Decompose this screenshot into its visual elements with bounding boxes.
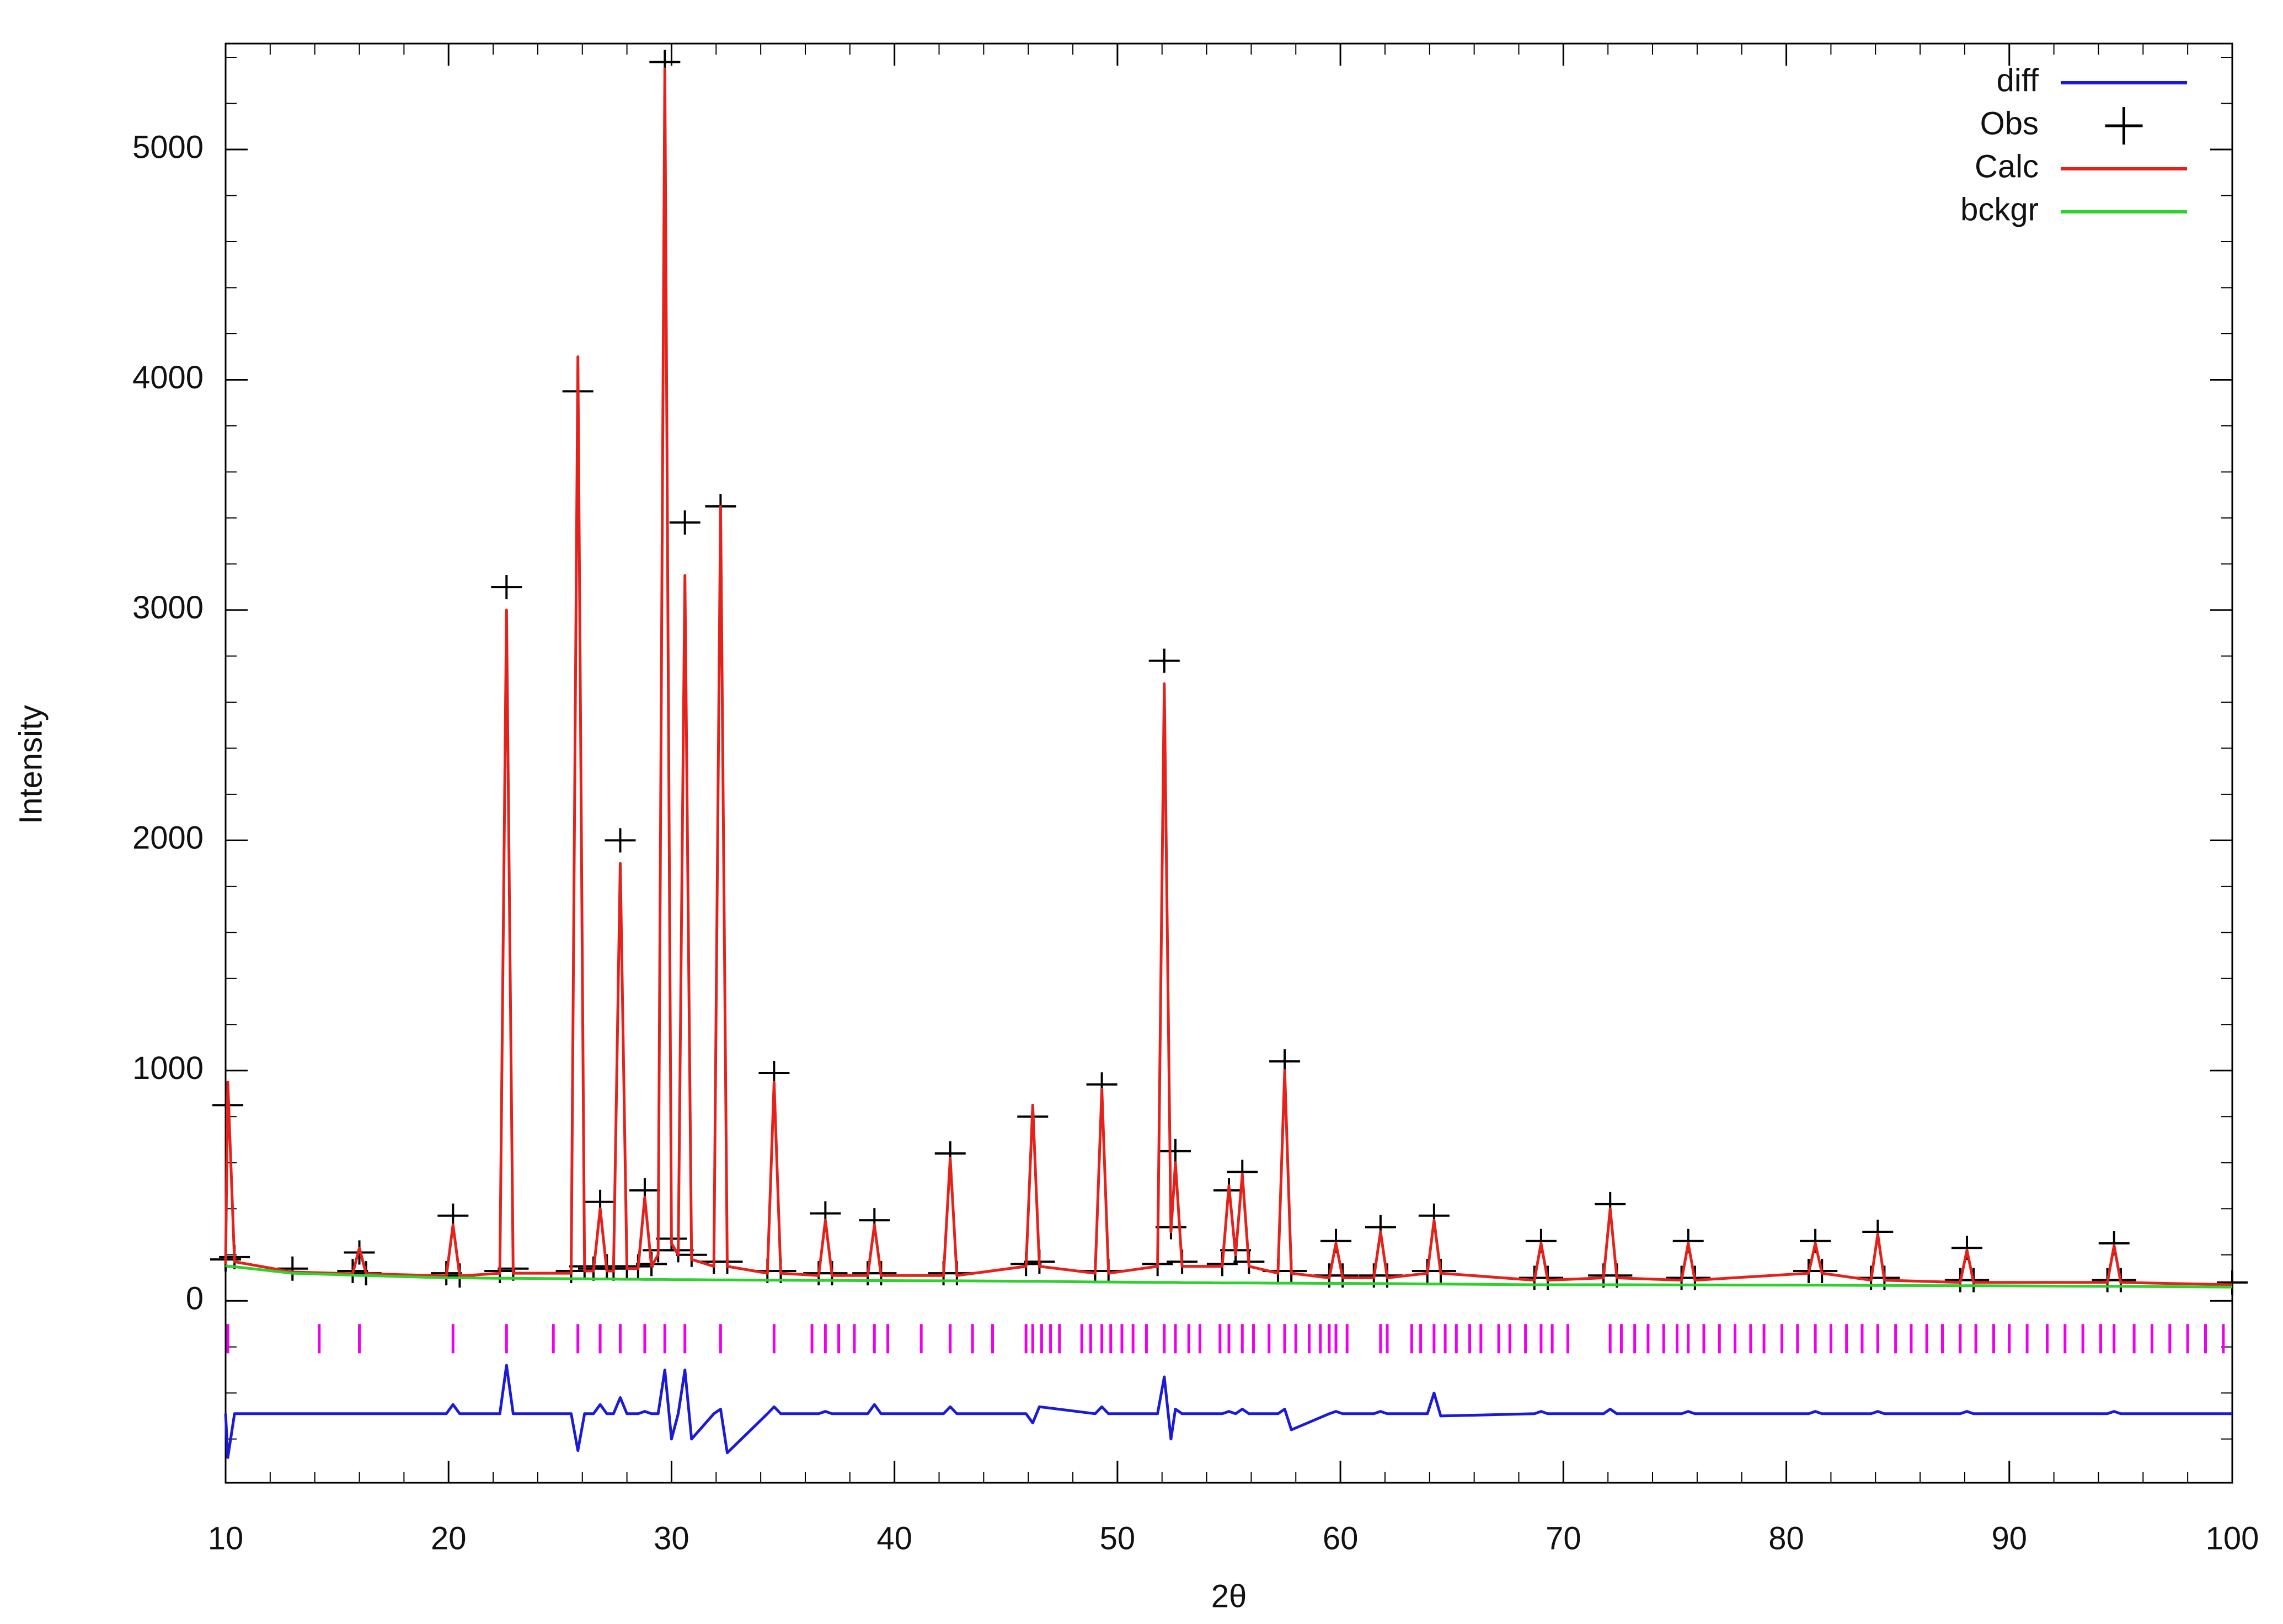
y-tick-label: 2000 [132,820,204,856]
y-tick-label: 5000 [132,129,204,165]
x-tick-label: 100 [2206,1520,2259,1556]
obs-marker [669,510,701,535]
legend-label: bckgr [1960,191,2039,227]
series-line [224,1264,2233,1289]
y-tick-label: 1000 [132,1050,204,1086]
y-tick-label: 3000 [132,590,204,626]
series-line [224,67,2233,1286]
obs-marker [2217,1270,2248,1295]
x-tick-label: 50 [1100,1520,1136,1556]
x-tick-label: 20 [431,1520,467,1556]
legend-marker [2105,107,2143,145]
x-axis-title: 2θ [1211,1578,1247,1614]
y-tick-label: 4000 [132,360,204,396]
x-tick-label: 60 [1323,1520,1359,1556]
x-tick-label: 10 [208,1520,244,1556]
x-tick-label: 80 [1768,1520,1804,1556]
x-tick-label: 30 [654,1520,689,1556]
legend-label: Calc [1975,148,2039,184]
x-tick-label: 70 [1546,1520,1581,1556]
series-line [224,1364,2232,1459]
y-axis-title: Intensity [13,705,49,824]
x-tick-label: 90 [1992,1520,2028,1556]
obs-marker [491,575,522,600]
plot-frame [224,42,2233,1484]
legend-label: diff [1997,62,2039,98]
obs-marker [1159,1139,1191,1163]
obs-marker [605,828,636,853]
y-tick-label: 0 [186,1281,204,1317]
obs-marker [1148,648,1180,673]
legend-label: Obs [1980,105,2039,141]
x-tick-label: 40 [876,1520,912,1556]
obs-marker [277,1256,308,1281]
